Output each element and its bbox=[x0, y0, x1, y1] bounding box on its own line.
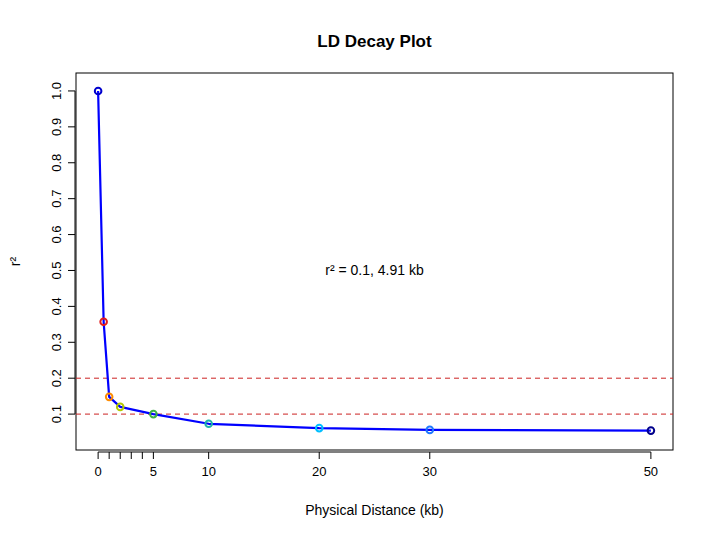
point bbox=[95, 88, 102, 95]
point bbox=[150, 411, 157, 418]
y-tick bbox=[68, 270, 75, 271]
y-tick bbox=[68, 162, 75, 163]
y-tick bbox=[68, 198, 75, 199]
title: LD Decay Plot bbox=[317, 32, 432, 51]
plot-frame bbox=[76, 73, 673, 450]
x-tick-label: 50 bbox=[644, 464, 658, 479]
y-tick-label: 1.0 bbox=[49, 82, 64, 100]
point bbox=[426, 427, 433, 434]
y-tick bbox=[68, 378, 75, 379]
y-tick-label: 0.5 bbox=[49, 261, 64, 279]
y-tick-label: 0.7 bbox=[49, 190, 64, 208]
y-tick bbox=[68, 126, 75, 127]
point bbox=[648, 427, 655, 434]
y-axis-line bbox=[75, 91, 76, 414]
x-tick bbox=[153, 452, 154, 459]
chart: LD Decay Plot Physical Distance (kb) r² 0 5 1… bbox=[0, 0, 716, 543]
x-tick bbox=[208, 452, 209, 459]
point bbox=[100, 319, 107, 326]
y-tick bbox=[68, 342, 75, 343]
background bbox=[0, 0, 716, 543]
y-tick bbox=[68, 414, 75, 415]
y-tick-label: 0.4 bbox=[49, 297, 64, 315]
x-axis-line bbox=[98, 452, 651, 453]
plot-area bbox=[76, 88, 673, 434]
x-tick bbox=[429, 452, 430, 459]
annotation: r² = 0.1, 4.91 kb bbox=[325, 262, 424, 278]
x-tick bbox=[120, 452, 121, 459]
x-tick-label: 20 bbox=[312, 464, 326, 479]
x-tick bbox=[319, 452, 320, 459]
x-axis-label: Physical Distance (kb) bbox=[305, 502, 444, 518]
x-tick-label: 5 bbox=[150, 464, 157, 479]
y-tick-label: 0.2 bbox=[49, 369, 64, 387]
x-tick-label: 30 bbox=[423, 464, 437, 479]
x-tick bbox=[142, 452, 143, 459]
y-tick-label: 0.8 bbox=[49, 154, 64, 172]
x-tick bbox=[131, 452, 132, 459]
y-tick bbox=[68, 234, 75, 235]
y-tick-label: 0.1 bbox=[49, 405, 64, 423]
x-tick bbox=[109, 452, 110, 459]
y-axis-label: r² bbox=[7, 257, 23, 267]
y-tick bbox=[68, 306, 75, 307]
x-tick-label: 10 bbox=[201, 464, 215, 479]
reference-line bbox=[76, 414, 673, 415]
point bbox=[316, 425, 323, 432]
y-tick bbox=[68, 90, 75, 91]
x-tick-label: 0 bbox=[94, 464, 101, 479]
point bbox=[117, 404, 124, 411]
x-tick bbox=[98, 452, 99, 459]
point bbox=[205, 420, 212, 427]
point bbox=[106, 394, 113, 401]
y-tick-label: 0.6 bbox=[49, 226, 64, 244]
ld-line bbox=[98, 91, 651, 431]
y-tick-label: 0.9 bbox=[49, 118, 64, 136]
y-tick-label: 0.3 bbox=[49, 333, 64, 351]
x-tick bbox=[650, 452, 651, 459]
reference-line bbox=[76, 378, 673, 379]
